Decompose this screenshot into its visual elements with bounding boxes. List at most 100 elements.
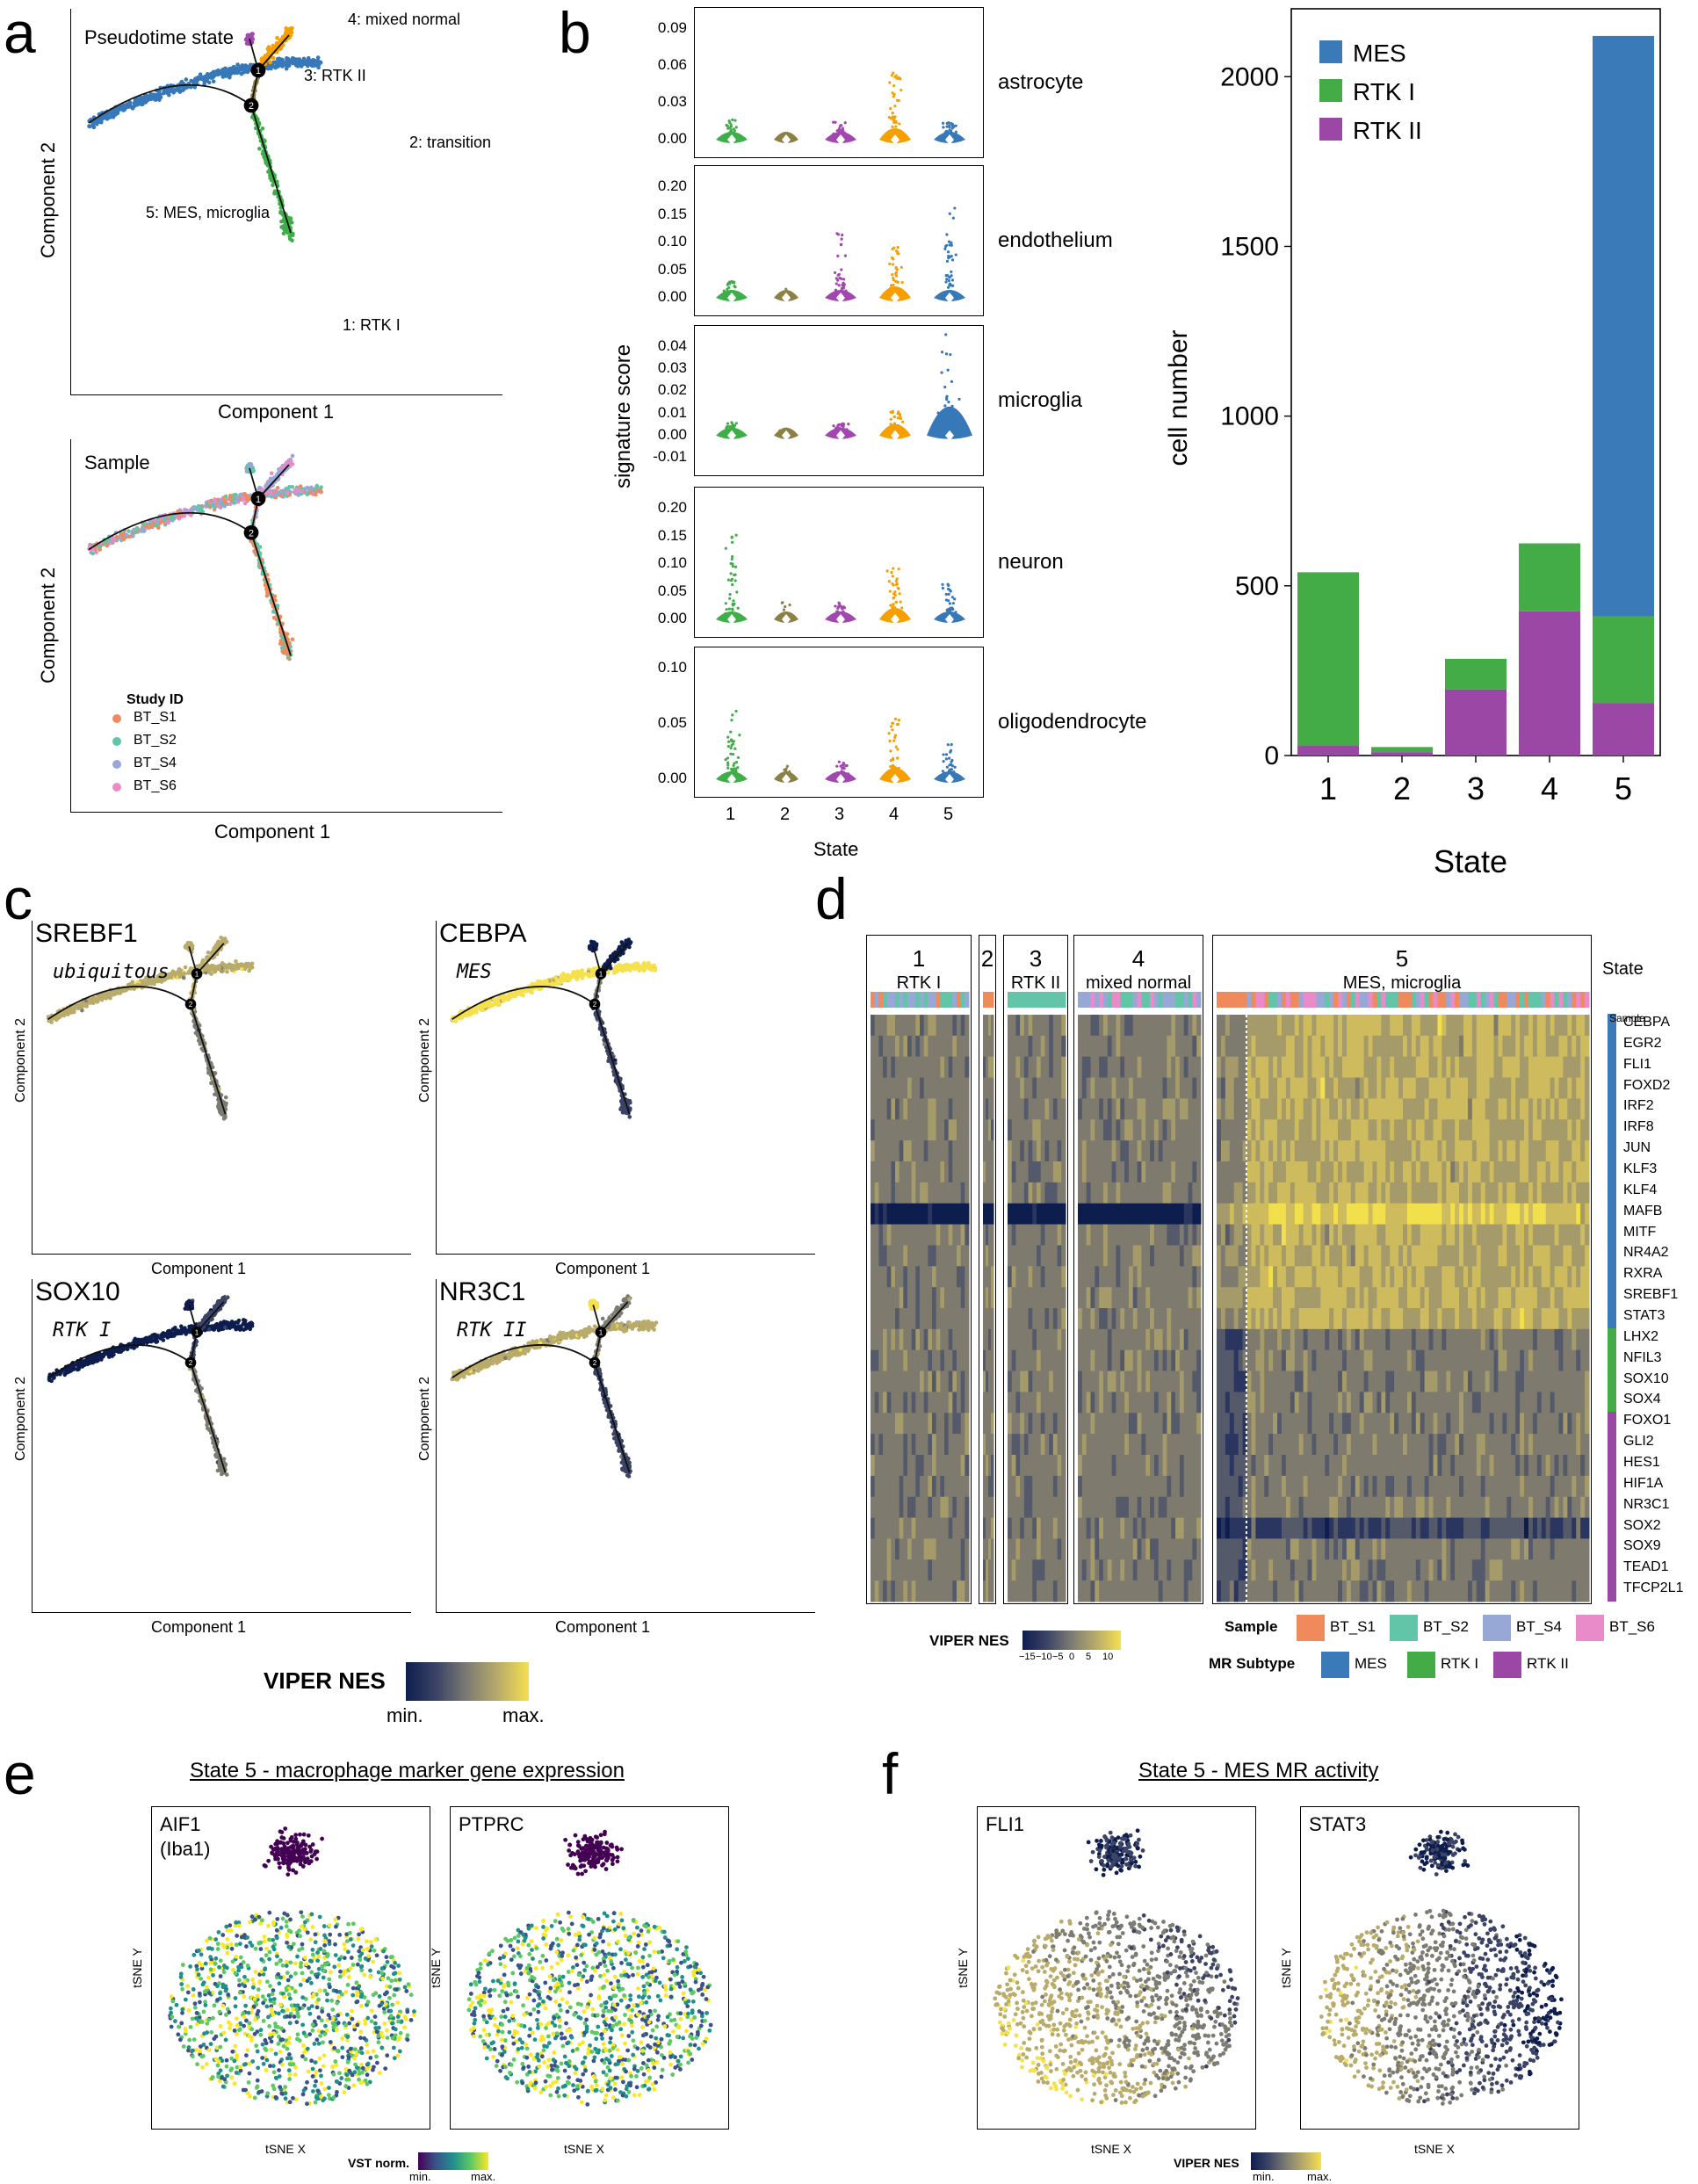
tsne-svg [466, 1829, 713, 2107]
violin-facet-svg [716, 709, 965, 785]
panel-c-ylabel: Component 2 [13, 1017, 28, 1103]
tsne-gene-alias: (Iba1) [160, 1838, 211, 1860]
heatmap-svg [1078, 992, 1202, 1602]
facet-label: endothelium [998, 228, 1113, 252]
gene-name: NR3C1 [439, 1277, 526, 1306]
median-marker [836, 134, 845, 145]
panel-f-title: State 5 - MES MR activity [1138, 1759, 1379, 1783]
mr-subtype-cell [1608, 1118, 1616, 1140]
trajectory-sample-svg: 12 [87, 453, 323, 662]
group-number: 1 [912, 945, 926, 972]
violin-ytick: 0.06 [657, 56, 687, 73]
tsne-xlabel: tSNE X [1091, 2142, 1131, 2156]
sample-legend-swatch [1297, 1615, 1325, 1641]
violin-ytick: 0.10 [657, 659, 687, 676]
violin-facet-svg [716, 333, 972, 441]
mr-subtype-cell [1608, 1161, 1616, 1182]
gene-label: EGR2 [1623, 1035, 1662, 1051]
mr-legend-label: MES [1355, 1655, 1387, 1672]
median-marker [836, 430, 845, 441]
node-label: 2 [249, 528, 254, 539]
sample-legend-swatch [1576, 1615, 1604, 1641]
group-number: 2 [980, 945, 994, 972]
viper-tick: −15 [1019, 1652, 1036, 1662]
bar-xlabel: State [1434, 843, 1508, 879]
mr-subtype-cell [1608, 1181, 1616, 1204]
mr-subtype-cell [1608, 1412, 1616, 1434]
bar-legend-label: RTK I [1353, 78, 1415, 105]
panel-a-top-title: Pseudotime state [84, 26, 234, 48]
mr-subtype-cell [1608, 1244, 1616, 1266]
gene-label: JUN [1623, 1140, 1651, 1156]
group-number: 4 [1131, 945, 1145, 972]
sample-legend-swatch [1483, 1615, 1511, 1641]
mr-subtype-cell [1608, 1327, 1616, 1350]
node-label: 1 [256, 66, 261, 76]
heatmap-group-4 [1073, 935, 1203, 1604]
sample-legend-title: Sample [1225, 1618, 1278, 1635]
bar-ytick: 500 [1235, 572, 1279, 601]
gene-label: IRF8 [1623, 1119, 1654, 1135]
group-name: RTK I [896, 973, 942, 993]
median-marker [782, 134, 791, 145]
sample-track-label: Sample [1609, 1012, 1645, 1024]
bar-segment [1445, 658, 1507, 690]
gene-label: MITF [1623, 1224, 1657, 1240]
violin-ytick: 0.02 [657, 381, 687, 399]
panel-a-bottom-xlabel: Component 1 [214, 821, 331, 843]
violin-ytick: 0.15 [657, 526, 687, 544]
heatmap-group-5 [1212, 935, 1592, 1604]
vst-legend-max: max. [471, 2170, 496, 2183]
violin-ytick: 0.05 [657, 260, 687, 278]
mr-subtype-cell [1608, 1349, 1616, 1371]
tsne-xlabel: tSNE X [265, 2142, 306, 2156]
tsne-xlabel: tSNE X [564, 2142, 604, 2156]
mr-subtype-cell [1608, 1580, 1616, 1602]
gene-label: SOX4 [1623, 1392, 1661, 1407]
tsne-svg [993, 1828, 1240, 2105]
median-marker [782, 774, 791, 785]
f-legend-min: min. [1253, 2170, 1275, 2183]
panel-c-xlabel: Component 1 [151, 1618, 247, 1636]
gene-label: SREBF1 [1623, 1287, 1679, 1303]
bar-legend-label: RTK II [1353, 117, 1422, 144]
violin-ytick: 0.05 [657, 714, 687, 731]
bar-xtick: 2 [1393, 770, 1411, 806]
median-marker [945, 134, 954, 145]
tsne-gene-name: STAT3 [1309, 1813, 1367, 1835]
mr-subtype-cell [1608, 1537, 1616, 1559]
mr-legend-swatch [1407, 1652, 1435, 1678]
bar-segment [1593, 35, 1654, 617]
median-marker [891, 293, 900, 303]
gene-label: TEAD1 [1623, 1559, 1669, 1575]
tsne-ylabel: tSNE Y [1279, 1948, 1293, 1988]
node-label: 1 [195, 971, 199, 979]
group-number: 3 [1029, 945, 1043, 972]
bar-legend-swatch [1319, 79, 1342, 102]
heatmap-group-2 [979, 935, 996, 1604]
violin-ytick: 0.10 [657, 233, 687, 249]
mr-subtype-cell [1608, 1286, 1616, 1308]
violin-facet-neuron [694, 487, 984, 638]
gene-label: FLI1 [1623, 1056, 1652, 1072]
panel-f-plot-0 [977, 1806, 1256, 2130]
f-legend-title: VIPER NES [1174, 2156, 1239, 2170]
violin-ytick: 0.15 [657, 205, 687, 222]
violin-ytick: 0.00 [657, 425, 687, 443]
median-marker [836, 614, 845, 625]
tsne-gene-name: FLI1 [986, 1813, 1025, 1835]
bar-segment [1519, 543, 1580, 611]
tsne-svg [1319, 1829, 1564, 2106]
node-label: 2 [593, 1001, 597, 1009]
heatmap-svg [1217, 992, 1590, 1603]
median-marker [836, 293, 845, 303]
panel-c-traj-svg: 12 [450, 937, 658, 1119]
annot-mixed-normal: 4: mixed normal [348, 11, 461, 28]
median-marker [727, 293, 736, 303]
panel-c-traj-svg: 12 [47, 1294, 255, 1477]
heatmap-group-1 [866, 935, 972, 1604]
panel-c-xlabel: Component 1 [555, 1260, 651, 1277]
panel-c-ylabel: Component 2 [13, 1376, 28, 1462]
